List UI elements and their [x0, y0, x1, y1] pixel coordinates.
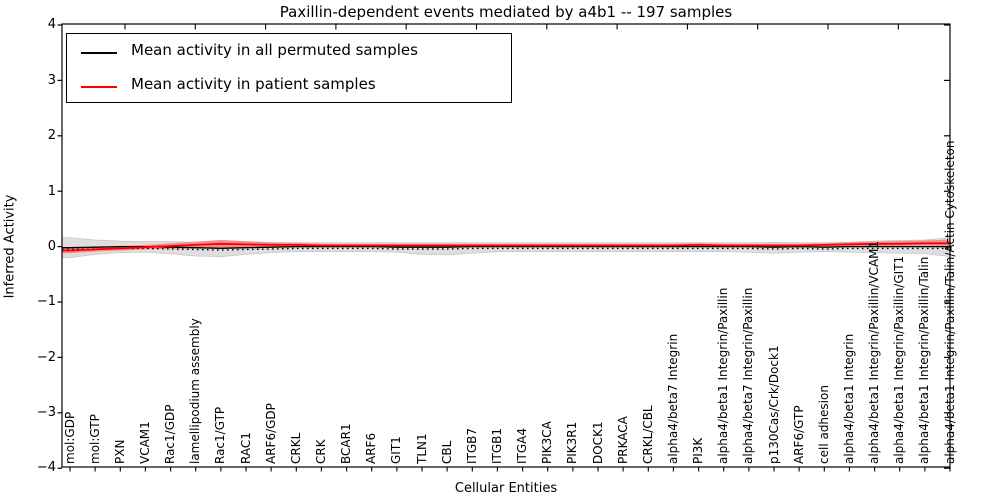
x-tick-label: alpha4/beta1 Integrin/Paxillin/Talin: [917, 256, 932, 464]
y-tick-label: −1: [36, 294, 56, 309]
x-tick-label: Rac1/GDP: [163, 404, 178, 464]
x-tick-label: ARF6/GDP: [263, 403, 278, 464]
permuted-mean-line: [62, 245, 950, 249]
x-tick-label: CBL: [439, 440, 454, 464]
x-tick-label: BCAR1: [339, 423, 354, 464]
x-tick-label: PIK3R1: [565, 421, 580, 464]
patient-mean-line: [62, 242, 950, 252]
x-tick-label: CRKL/CBL: [640, 405, 655, 464]
x-tick-label: TLN1: [414, 433, 429, 464]
x-tick-label: lamellipodium assembly: [188, 318, 203, 464]
y-tick-label: 3: [47, 73, 56, 88]
legend-entry-permuted: Mean activity in all permuted samples: [67, 38, 511, 68]
x-tick-label: DOCK1: [590, 421, 605, 464]
x-tick-label: alpha4/beta7 Integrin: [665, 333, 680, 464]
x-tick-label: p130Cas/Crk/Dock1: [766, 345, 781, 464]
y-tick-label: −4: [36, 460, 56, 475]
x-tick-label: alpha4/beta1 Integrin/Paxillin/Talin/Act…: [942, 140, 957, 464]
x-tick-label: mol:GTP: [87, 414, 102, 464]
x-tick-label: ITGB1: [489, 427, 504, 464]
x-axis-label: Cellular Entities: [454, 481, 558, 496]
x-tick-label: ITGB7: [464, 427, 479, 464]
x-tick-label: RAC1: [238, 432, 253, 464]
y-tick-label: −2: [36, 350, 56, 365]
x-tick-label: ITGA4: [515, 427, 530, 464]
y-tick-label: 0: [47, 239, 56, 254]
legend-label: Mean activity in patient samples: [131, 75, 376, 93]
x-tick-label: alpha4/beta1 Integrin/Paxillin/VCAM1: [867, 240, 882, 464]
y-tick-label: 2: [47, 128, 56, 143]
x-tick-label: CRKL: [288, 432, 303, 464]
x-tick-label: mol:GDP: [62, 411, 77, 464]
permuted-line-swatch: [81, 52, 117, 54]
x-tick-label: ARF6: [364, 432, 379, 464]
x-tick-label: PI3K: [691, 437, 706, 464]
x-tick-label: cell adhesion: [816, 385, 831, 464]
y-tick-label: 1: [47, 184, 56, 199]
x-tick-label: alpha4/beta1 Integrin/Paxillin/GIT1: [892, 255, 907, 464]
x-tick-label: alpha4/beta7 Integrin/Paxillin: [741, 287, 756, 464]
x-tick-label: VCAM1: [137, 421, 152, 464]
x-tick-label: Rac1/GTP: [213, 406, 228, 464]
plot-frame: [61, 23, 951, 468]
x-tick-label: alpha4/beta1 Integrin/Paxillin: [716, 287, 731, 464]
legend-label: Mean activity in all permuted samples: [131, 41, 418, 59]
legend-entry-patient: Mean activity in patient samples: [67, 72, 511, 102]
x-tick-label: alpha4/beta1 Integrin: [841, 333, 856, 464]
patient-line-swatch: [81, 86, 117, 88]
permuted-dotted-line: [62, 247, 950, 251]
legend-box: Mean activity in all permuted samples Me…: [66, 33, 512, 103]
chart-title: Paxillin-dependent events mediated by a4…: [279, 3, 733, 21]
x-tick-label: CRK: [313, 439, 328, 464]
x-tick-label: PXN: [112, 439, 127, 464]
x-tick-label: PIK3CA: [540, 421, 555, 464]
y-tick-label: −3: [36, 405, 56, 420]
y-tick-label: 4: [47, 17, 56, 32]
x-tick-label: GIT1: [389, 436, 404, 464]
x-tick-label: PRKACA: [615, 416, 630, 464]
x-tick-label: ARF6/GTP: [791, 405, 806, 464]
